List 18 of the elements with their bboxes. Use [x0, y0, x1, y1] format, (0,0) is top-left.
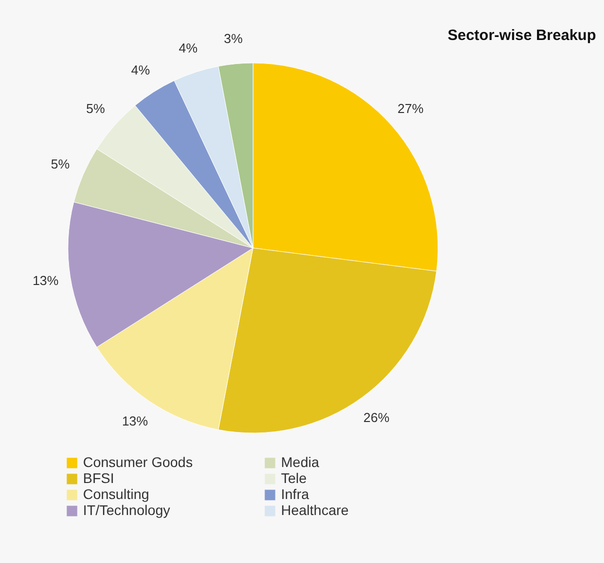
legend-label: Tele	[281, 470, 307, 486]
legend-label: IT/Technology	[83, 502, 170, 518]
data-label: 27%	[398, 101, 424, 116]
data-label: 26%	[363, 410, 390, 425]
text: Sector-wise Breakup	[448, 26, 596, 44]
data-label: 3%	[224, 30, 244, 46]
data-label: 5%	[86, 101, 106, 116]
legend-label: Consumer Goods	[83, 454, 193, 470]
legend-label: Media	[281, 454, 320, 470]
data-label: 4%	[131, 62, 150, 78]
legend-label: Healthcare	[281, 502, 349, 518]
data-label: 13%	[122, 414, 148, 429]
legend-label: Consulting	[83, 486, 150, 502]
data-label: 13%	[32, 272, 60, 288]
legend-label: Infra	[281, 486, 310, 502]
data-label: 5%	[50, 156, 70, 172]
data-label: 4%	[178, 40, 198, 56]
legend-label: BFSI	[83, 470, 114, 486]
